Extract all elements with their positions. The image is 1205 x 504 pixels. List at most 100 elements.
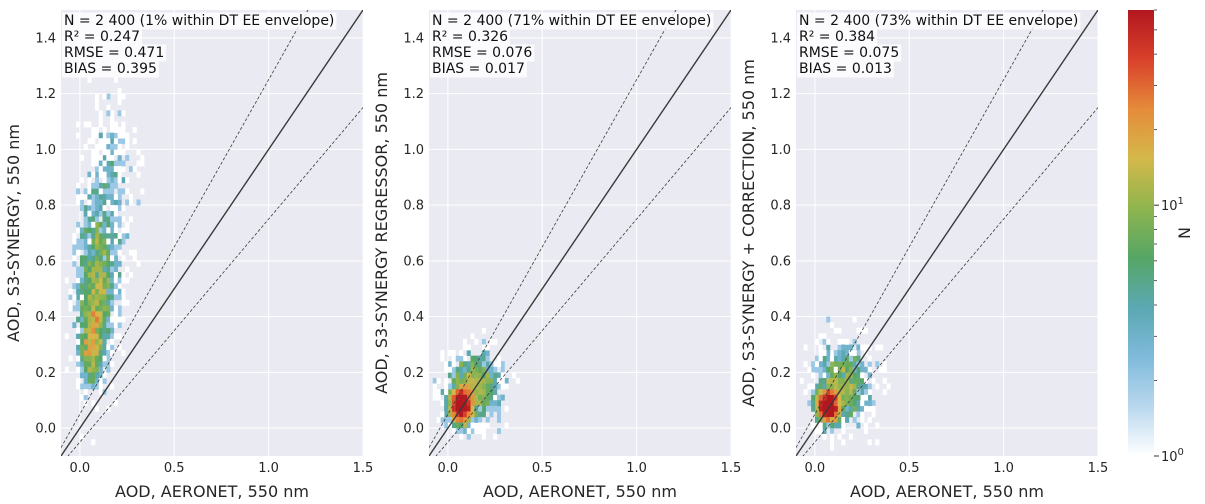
density-cell — [121, 216, 126, 223]
density-cell — [113, 255, 118, 262]
density-cell — [822, 383, 827, 390]
density-cell — [87, 205, 92, 211]
density-cell — [79, 272, 84, 278]
density-cell — [459, 377, 464, 384]
density-cell — [474, 428, 479, 434]
one-to-one-line — [61, 10, 363, 456]
density-cell — [76, 132, 81, 139]
density-cell — [504, 383, 509, 390]
density-cell — [848, 344, 853, 351]
density-cell — [76, 361, 81, 368]
density-cell — [459, 372, 464, 379]
density-cell — [125, 132, 130, 139]
density-cell — [117, 149, 122, 156]
density-cell — [436, 416, 441, 423]
density-cell — [113, 143, 118, 150]
density-cell — [79, 283, 84, 290]
density-cell — [76, 238, 81, 245]
density-cell — [83, 249, 88, 256]
density-cell — [102, 143, 107, 150]
density-cell — [845, 394, 850, 401]
density-cell — [860, 366, 865, 373]
density-cell — [481, 405, 486, 412]
density-cell — [102, 132, 107, 139]
density-cell — [106, 350, 111, 356]
density-cell — [76, 350, 81, 356]
y-tick-label: 0.2 — [770, 366, 791, 381]
density-cell — [117, 233, 122, 239]
density-cell — [833, 383, 838, 390]
density-cell — [852, 416, 857, 423]
density-cell — [826, 400, 831, 407]
density-cell — [829, 411, 835, 418]
density-cell — [845, 383, 850, 390]
density-cell — [91, 149, 96, 156]
density-cell — [459, 416, 464, 423]
density-cell — [87, 299, 92, 306]
density-cell — [87, 372, 92, 379]
density-cell — [132, 127, 137, 133]
density-cell — [814, 416, 819, 423]
density-cell — [98, 338, 103, 345]
density-cell — [91, 355, 96, 362]
density-cell — [829, 355, 835, 362]
density-cell — [94, 283, 100, 290]
density-cell — [117, 272, 122, 278]
y-tick-label: 0.4 — [403, 310, 424, 325]
density-cell — [76, 193, 81, 200]
density-cell — [848, 355, 853, 362]
density-cell — [94, 104, 100, 111]
density-cell — [882, 361, 887, 368]
density-cell — [860, 344, 865, 351]
density-cell — [72, 305, 77, 312]
density-cell — [852, 377, 857, 384]
density-cell — [444, 422, 449, 429]
stats-line: RMSE = 0.075 — [799, 45, 899, 61]
density-cell — [110, 288, 115, 295]
density-cell — [444, 366, 449, 373]
density-cell — [496, 400, 502, 407]
density-cell — [481, 355, 486, 362]
density-cell — [863, 394, 869, 401]
density-cell — [87, 344, 92, 351]
density-cell — [76, 294, 81, 301]
density-cell — [829, 350, 835, 356]
density-cell — [91, 350, 96, 356]
density-cell — [879, 344, 884, 351]
density-cell — [125, 299, 130, 306]
density-cell — [79, 372, 84, 379]
density-cell — [79, 154, 84, 161]
density-cell — [481, 350, 486, 356]
density-cell — [117, 322, 122, 329]
density-cell — [64, 277, 69, 284]
density-cell — [826, 350, 831, 356]
density-cell — [466, 361, 471, 368]
density-cell — [87, 294, 92, 301]
density-cell — [87, 177, 92, 184]
density-cell — [98, 288, 103, 295]
density-cell — [848, 400, 853, 407]
density-cell — [106, 93, 111, 100]
density-cell — [87, 272, 92, 278]
density-cell — [117, 221, 122, 228]
density-cell — [455, 366, 460, 373]
density-cell — [848, 383, 853, 390]
density-cell — [83, 322, 88, 329]
density-cell — [79, 244, 84, 251]
density-cell — [94, 227, 100, 234]
density-cell — [867, 394, 872, 401]
density-cell — [117, 127, 122, 133]
density-cell — [79, 333, 84, 340]
density-cell — [455, 383, 460, 390]
density-cell — [91, 311, 96, 317]
density-cell — [79, 311, 84, 317]
density-cell — [98, 311, 103, 317]
density-cell — [117, 193, 122, 200]
density-cell — [818, 389, 823, 395]
density-cell — [87, 210, 92, 217]
density-cell — [79, 344, 84, 351]
density-cell — [102, 255, 107, 262]
density-cell — [87, 377, 92, 384]
density-cell — [91, 316, 96, 323]
density-cell — [447, 350, 452, 356]
